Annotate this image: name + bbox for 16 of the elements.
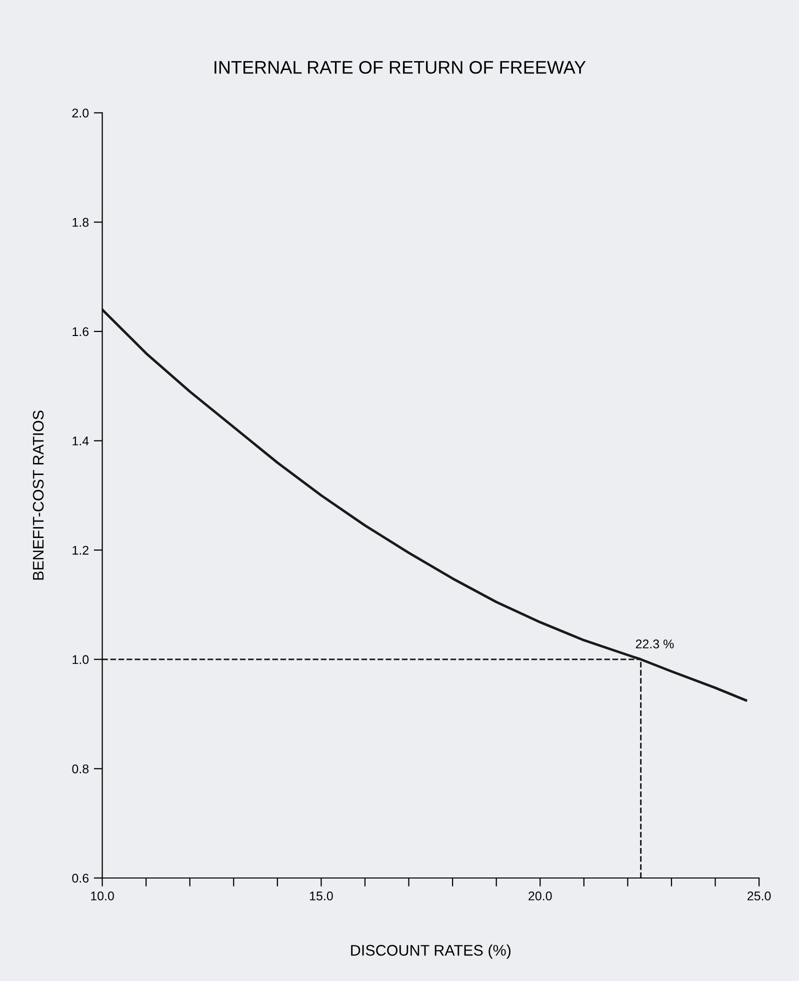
x-tick-label: 10.0 — [91, 892, 114, 900]
y-tick-label: 0.8 — [72, 764, 89, 774]
x-axis-title: DISCOUNT RATES (%) — [351, 944, 510, 959]
y-tick-label: 0.6 — [72, 874, 89, 883]
y-tick-label: 1.2 — [72, 546, 88, 555]
y-axis-title: BENEFIT-COST RATIOS — [32, 410, 44, 580]
x-tick-label: 20.0 — [528, 892, 552, 900]
annotation: 22.3 % — [636, 640, 674, 648]
x-tick-label: 25.0 — [748, 892, 771, 900]
y-tick-label: 1.4 — [72, 436, 89, 446]
y-tick-label: 1.0 — [72, 655, 89, 664]
y-tick-label: 2.0 — [72, 108, 89, 118]
y-tick-label: 1.8 — [72, 218, 89, 227]
x-tick-label: 15.0 — [310, 892, 333, 900]
y-tick-label: 1.6 — [72, 327, 89, 336]
chart-title: INTERNAL RATE OF RETURN OF FREEWAY — [214, 60, 586, 74]
